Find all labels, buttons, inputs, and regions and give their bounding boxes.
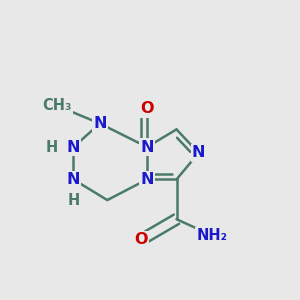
Text: N: N xyxy=(192,146,205,160)
Text: H: H xyxy=(46,140,59,154)
Text: H: H xyxy=(67,193,80,208)
Text: N: N xyxy=(67,172,80,187)
Text: N: N xyxy=(67,140,80,154)
Text: O: O xyxy=(140,101,154,116)
Text: N: N xyxy=(140,172,154,187)
Text: CH₃: CH₃ xyxy=(43,98,72,113)
Text: N: N xyxy=(93,116,107,131)
Text: N: N xyxy=(140,140,154,154)
Text: NH₂: NH₂ xyxy=(196,228,227,243)
Text: O: O xyxy=(134,232,148,247)
